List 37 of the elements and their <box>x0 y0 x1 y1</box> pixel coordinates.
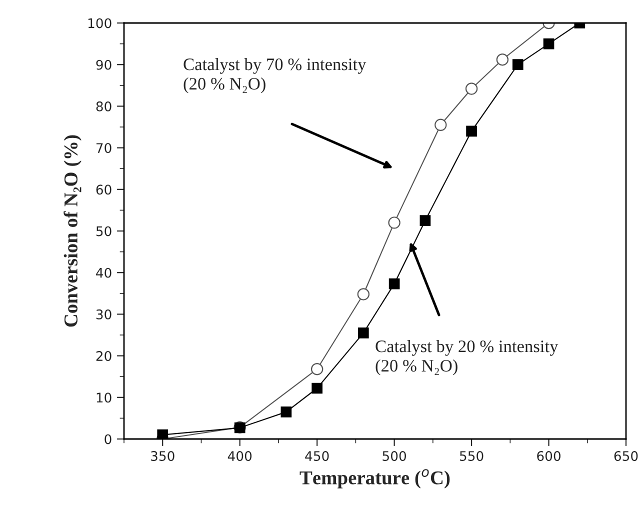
point <box>310 363 324 376</box>
y-axis-title: Conversion of N₂O (%) <box>64 135 82 327</box>
x-tick-label: 550 <box>460 451 484 462</box>
point <box>496 53 509 66</box>
point <box>512 59 524 70</box>
y-tick-label: 90 <box>96 60 112 70</box>
point <box>357 288 370 300</box>
y-tick-label: 10 <box>96 392 112 403</box>
point <box>280 406 292 418</box>
point <box>466 126 477 137</box>
y-tick-label: 50 <box>96 226 112 236</box>
y-tick-label: 100 <box>88 18 112 28</box>
point <box>388 216 400 229</box>
y-tick-label: 80 <box>96 101 112 112</box>
point <box>465 82 478 95</box>
y-tick-label: 30 <box>96 309 112 320</box>
x-tick-label: 350 <box>151 451 174 462</box>
y-tick-label: 0 <box>104 434 112 444</box>
point <box>312 382 322 394</box>
point <box>543 38 554 50</box>
x-axis-title: Temperature ($^{o}$C) <box>300 469 450 488</box>
y-tick-label: 60 <box>96 184 112 195</box>
x-tick-label: 400 <box>228 451 252 462</box>
point <box>358 328 369 338</box>
point <box>388 278 400 290</box>
x-tick-label: 450 <box>305 451 329 462</box>
point <box>420 215 431 226</box>
annotation: Catalyst by 70 % intensity (20 % N₂O) <box>184 58 366 94</box>
y-tick-label: 20 <box>96 351 112 361</box>
y-tick-label: 70 <box>96 143 112 153</box>
point <box>157 429 168 439</box>
x-tick-label: 500 <box>382 451 406 462</box>
point <box>434 118 447 132</box>
annotation: Catalyst by 20 % intensity (20 % N₂O) <box>376 340 558 376</box>
x-tick-label: 600 <box>537 451 560 462</box>
x-tick-label: 650 <box>614 451 638 462</box>
y-tick-label: 40 <box>96 268 112 278</box>
